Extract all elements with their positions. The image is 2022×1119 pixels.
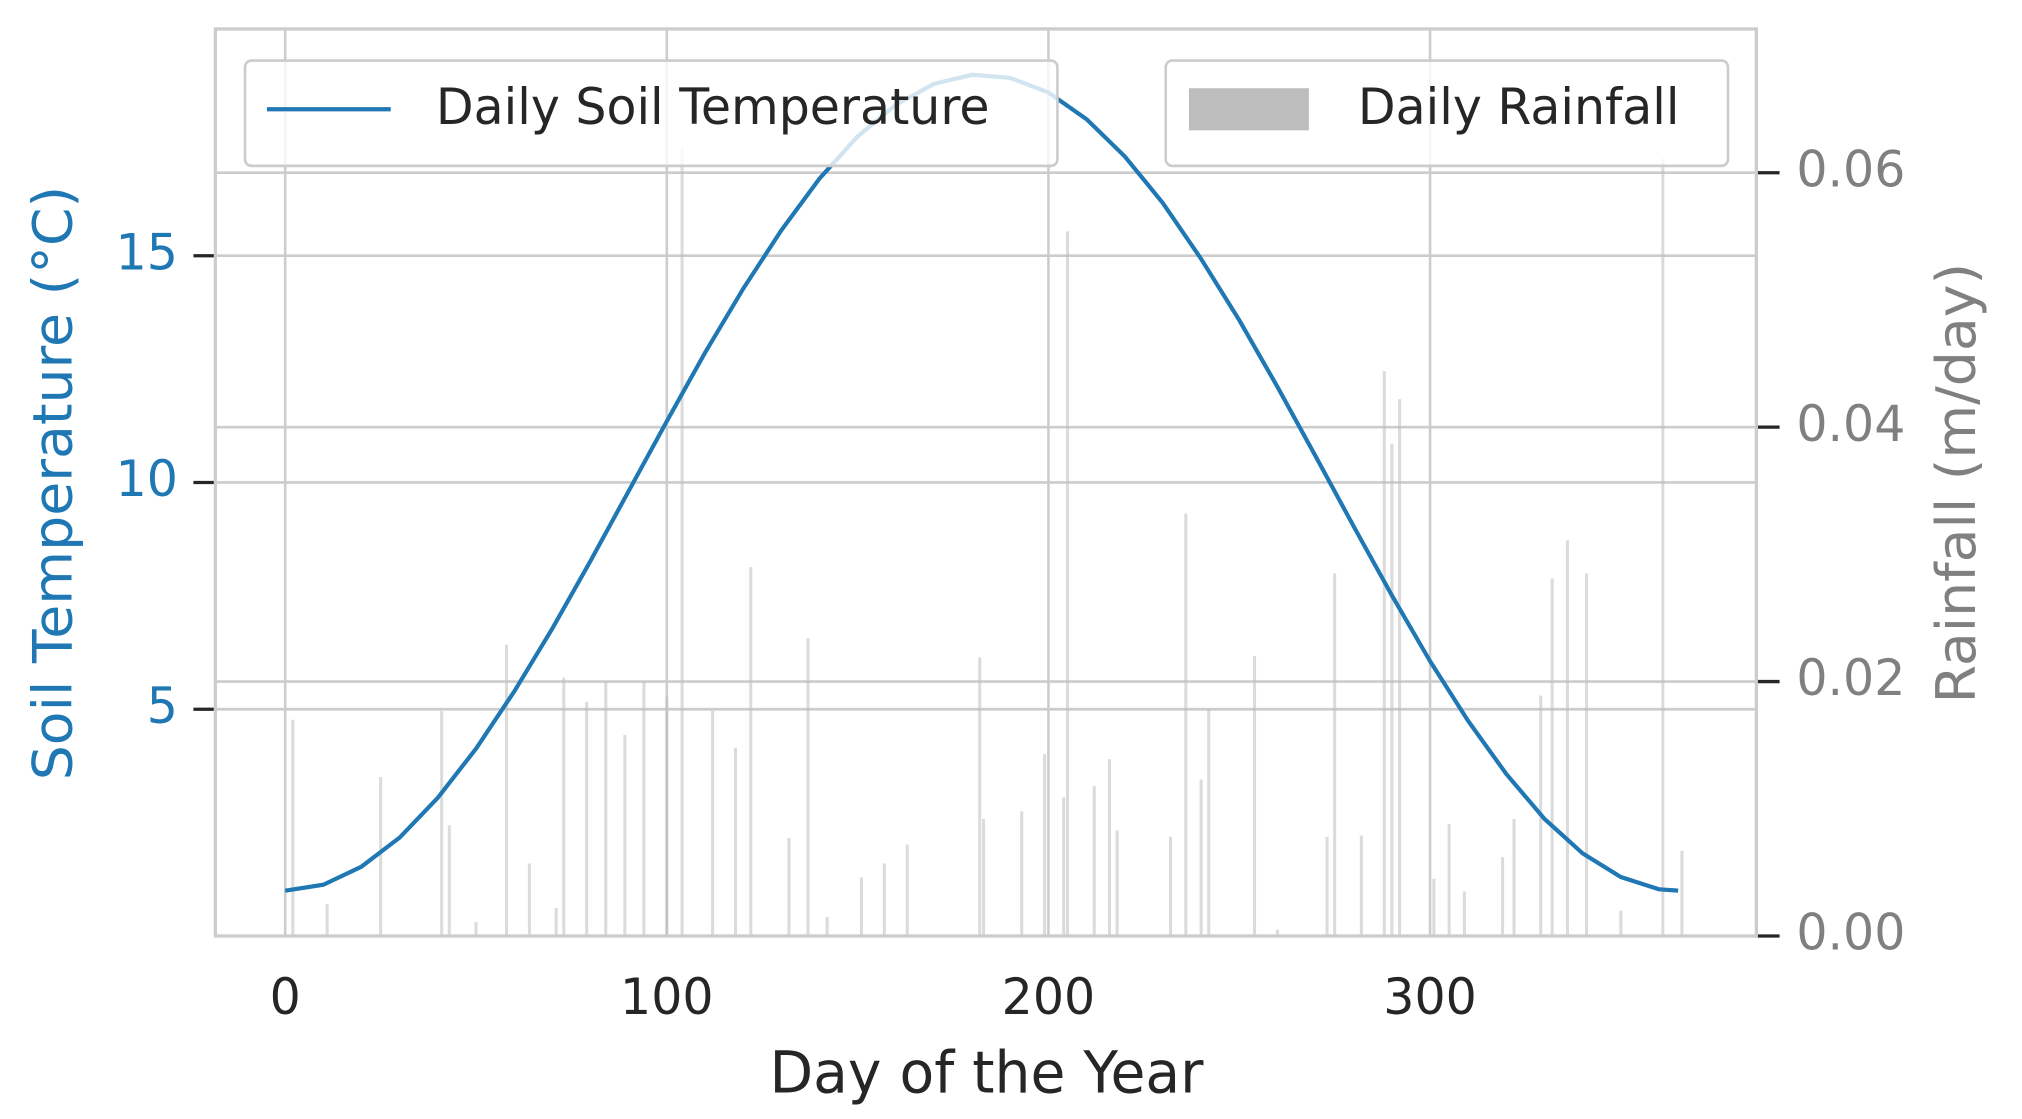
rain-bar <box>1115 830 1119 937</box>
rain-bar <box>982 818 986 937</box>
y2-tick-label: 0.00 <box>1796 903 1905 962</box>
rain-bar <box>711 710 715 937</box>
legend-label: Daily Soil Temperature <box>436 78 990 137</box>
rain-bar <box>1462 891 1466 937</box>
rain-bar <box>527 863 531 937</box>
x-tick-label: 0 <box>270 968 301 1027</box>
rain-bar <box>1252 656 1257 937</box>
rain-bar <box>379 776 383 937</box>
rain-bar <box>1432 878 1436 937</box>
rain-bar <box>585 701 589 937</box>
plot-frame <box>213 27 1758 938</box>
y2-axis-label: Rainfall (m/day) <box>1925 263 1988 703</box>
rain-bar <box>447 825 451 937</box>
rain-bar <box>859 877 863 937</box>
rain-bar <box>1184 513 1188 937</box>
rain-bar <box>1065 231 1070 937</box>
rain-bar <box>1359 835 1363 937</box>
rain-bar <box>749 567 753 937</box>
rain-bar <box>1398 399 1402 937</box>
rain-bar <box>325 904 329 937</box>
rain-bar <box>1107 759 1112 937</box>
y-tick-label: 10 <box>116 450 178 509</box>
rain-bar <box>1333 573 1337 937</box>
rain-bar <box>1447 824 1451 937</box>
rain-bar <box>1390 443 1394 937</box>
rain-bar <box>825 916 829 937</box>
rain-bar <box>1585 573 1589 937</box>
rain-bar <box>905 844 909 937</box>
x-axis-label: Day of the Year <box>769 1039 1203 1107</box>
rain-bar <box>733 747 738 937</box>
rain-bar <box>1680 850 1684 937</box>
y2-tick-label: 0.04 <box>1796 394 1905 453</box>
rain-bar <box>1325 836 1329 937</box>
rain-bar <box>882 863 886 937</box>
rain-bar <box>806 638 810 937</box>
rain-bar <box>1661 158 1665 937</box>
y2-tick-label: 0.02 <box>1796 649 1905 708</box>
rain-bar <box>1619 910 1623 937</box>
rain-bar <box>1512 818 1516 937</box>
legend-box <box>1164 59 1730 168</box>
axes: 0 100 200 300 5 10 15 0.00 0.02 0.04 0.06 <box>116 27 1905 1027</box>
rain-bar <box>1092 785 1096 937</box>
rain-bar <box>1207 708 1211 937</box>
rain-bar <box>562 677 566 937</box>
rain-bar <box>1550 578 1554 937</box>
rain-bar <box>505 644 509 937</box>
rain-bar <box>787 838 791 937</box>
legend-swatch <box>1188 88 1309 131</box>
legend: Daily Soil Temperature Daily Rainfall <box>243 59 1730 168</box>
rain-bar <box>1062 797 1066 937</box>
rain-bar <box>1565 540 1569 937</box>
rain-bar <box>474 922 478 937</box>
y-tick-label: 5 <box>147 676 178 735</box>
rain-bar <box>665 696 669 937</box>
rain-bar <box>604 681 608 937</box>
y-tick-label: 15 <box>116 223 178 282</box>
x-tick-label: 100 <box>620 968 714 1027</box>
rain-bar <box>554 908 558 937</box>
x-tick-label: 300 <box>1383 968 1477 1027</box>
legend-box <box>243 59 1059 168</box>
rain-bar <box>680 147 684 937</box>
x-tick-label: 200 <box>1002 968 1096 1027</box>
grid <box>215 28 1757 938</box>
rain-bar <box>642 681 646 937</box>
marks <box>284 72 1684 937</box>
rain-bar <box>291 719 295 937</box>
rain-bar <box>1199 779 1203 937</box>
legend-label: Daily Rainfall <box>1358 78 1680 137</box>
rain-bar <box>978 657 982 937</box>
rain-bar <box>1382 371 1386 937</box>
rain-bar <box>1020 811 1024 937</box>
y-axis-label: Soil Temperature (°C) <box>21 186 84 780</box>
rain-bar <box>1043 754 1047 937</box>
rain-bar <box>1169 836 1173 937</box>
rain-bar <box>1501 857 1505 937</box>
rain-bar <box>440 710 444 937</box>
y2-tick-label: 0.06 <box>1796 140 1905 199</box>
rain-bar <box>623 735 627 937</box>
rain-bar <box>1275 929 1279 937</box>
